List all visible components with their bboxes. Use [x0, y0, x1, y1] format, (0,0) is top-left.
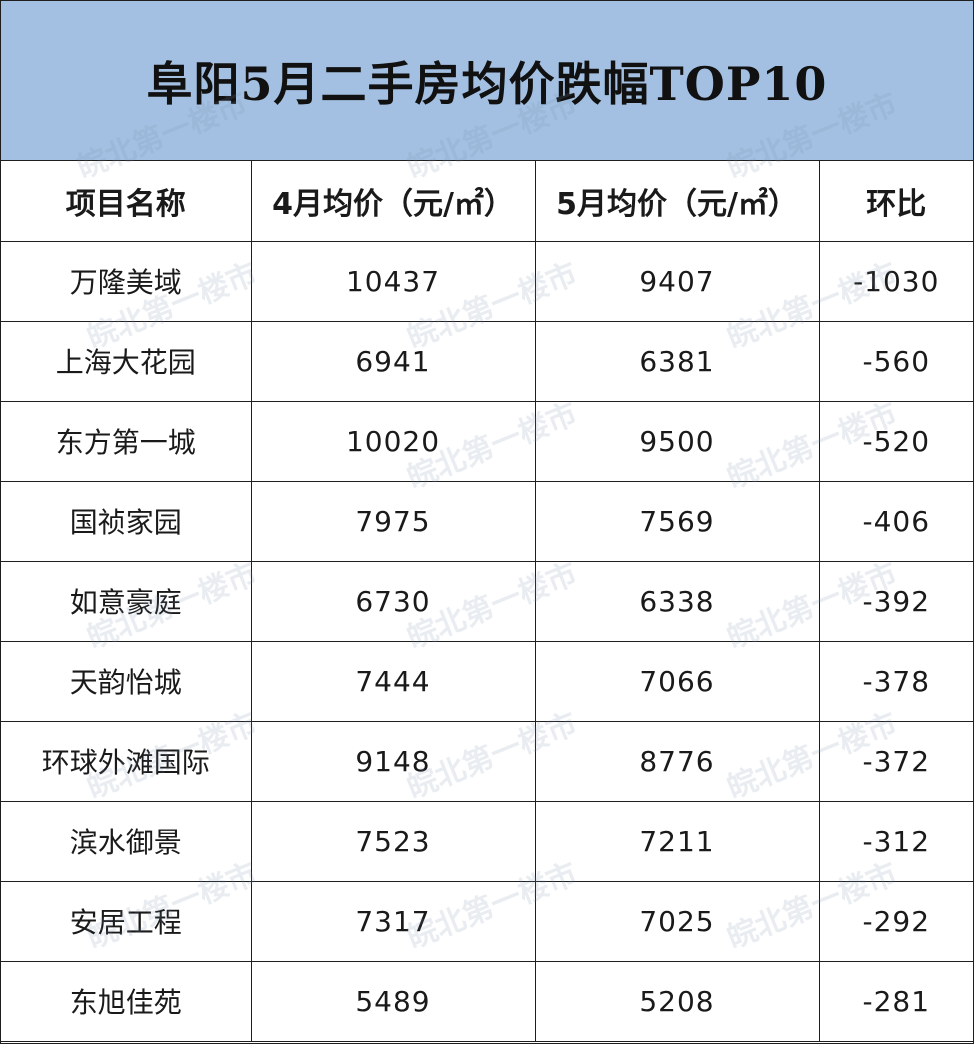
april-price: 5489	[250, 960, 536, 1042]
project-name: 安居工程	[1, 880, 252, 962]
change-value: -520	[818, 400, 973, 482]
may-price: 9500	[534, 400, 820, 482]
project-name: 上海大花园	[1, 320, 252, 402]
may-price: 5208	[534, 960, 820, 1042]
april-price: 7444	[250, 640, 536, 722]
project-name: 东方第一城	[1, 400, 252, 482]
table-row: 安居工程 7317 7025 -292	[1, 880, 973, 962]
table-row: 天韵怡城 7444 7066 -378	[1, 640, 973, 722]
may-price: 9407	[534, 240, 820, 322]
title-bar: 阜阳5月二手房均价跌幅TOP10	[1, 1, 973, 161]
change-value: -292	[818, 880, 973, 962]
change-value: -1030	[818, 240, 973, 322]
project-name: 天韵怡城	[1, 640, 252, 722]
table-row: 万隆美域 10437 9407 -1030	[1, 240, 973, 322]
page-title: 阜阳5月二手房均价跌幅TOP10	[146, 56, 828, 111]
april-price: 7523	[250, 800, 536, 882]
april-price: 6941	[250, 320, 536, 402]
may-price: 8776	[534, 720, 820, 802]
april-price: 10437	[250, 240, 536, 322]
table-row: 国祯家园 7975 7569 -406	[1, 480, 973, 562]
may-price: 7025	[534, 880, 820, 962]
table-row: 东方第一城 10020 9500 -520	[1, 400, 973, 482]
table-row: 滨水御景 7523 7211 -312	[1, 800, 973, 882]
april-price: 7975	[250, 480, 536, 562]
april-price: 10020	[250, 400, 536, 482]
change-value: -312	[818, 800, 973, 882]
project-name: 国祯家园	[1, 480, 252, 562]
may-price: 6338	[534, 560, 820, 642]
table-row: 东旭佳苑 5489 5208 -281	[1, 960, 973, 1042]
table-row: 如意豪庭 6730 6338 -392	[1, 560, 973, 642]
table-row: 环球外滩国际 9148 8776 -372	[1, 720, 973, 802]
price-table: 项目名称 4月均价（元/㎡） 5月均价（元/㎡） 环比 万隆美域 10437 9…	[1, 161, 973, 1042]
change-value: -560	[818, 320, 973, 402]
table-row: 上海大花园 6941 6381 -560	[1, 320, 973, 402]
change-value: -372	[818, 720, 973, 802]
may-price: 6381	[534, 320, 820, 402]
project-name: 滨水御景	[1, 800, 252, 882]
change-value: -281	[818, 960, 973, 1042]
project-name: 万隆美域	[1, 240, 252, 322]
april-price: 7317	[250, 880, 536, 962]
project-name: 如意豪庭	[1, 560, 252, 642]
april-price: 6730	[250, 560, 536, 642]
change-value: -392	[818, 560, 973, 642]
header-may-price: 5月均价（元/㎡）	[534, 161, 820, 242]
header-row: 项目名称 4月均价（元/㎡） 5月均价（元/㎡） 环比	[1, 161, 973, 242]
change-value: -378	[818, 640, 973, 722]
change-value: -406	[818, 480, 973, 562]
header-project-name: 项目名称	[1, 161, 252, 242]
may-price: 7066	[534, 640, 820, 722]
april-price: 9148	[250, 720, 536, 802]
may-price: 7569	[534, 480, 820, 562]
project-name: 东旭佳苑	[1, 960, 252, 1042]
header-change: 环比	[818, 161, 973, 242]
may-price: 7211	[534, 800, 820, 882]
project-name: 环球外滩国际	[1, 720, 252, 802]
header-april-price: 4月均价（元/㎡）	[250, 161, 536, 242]
